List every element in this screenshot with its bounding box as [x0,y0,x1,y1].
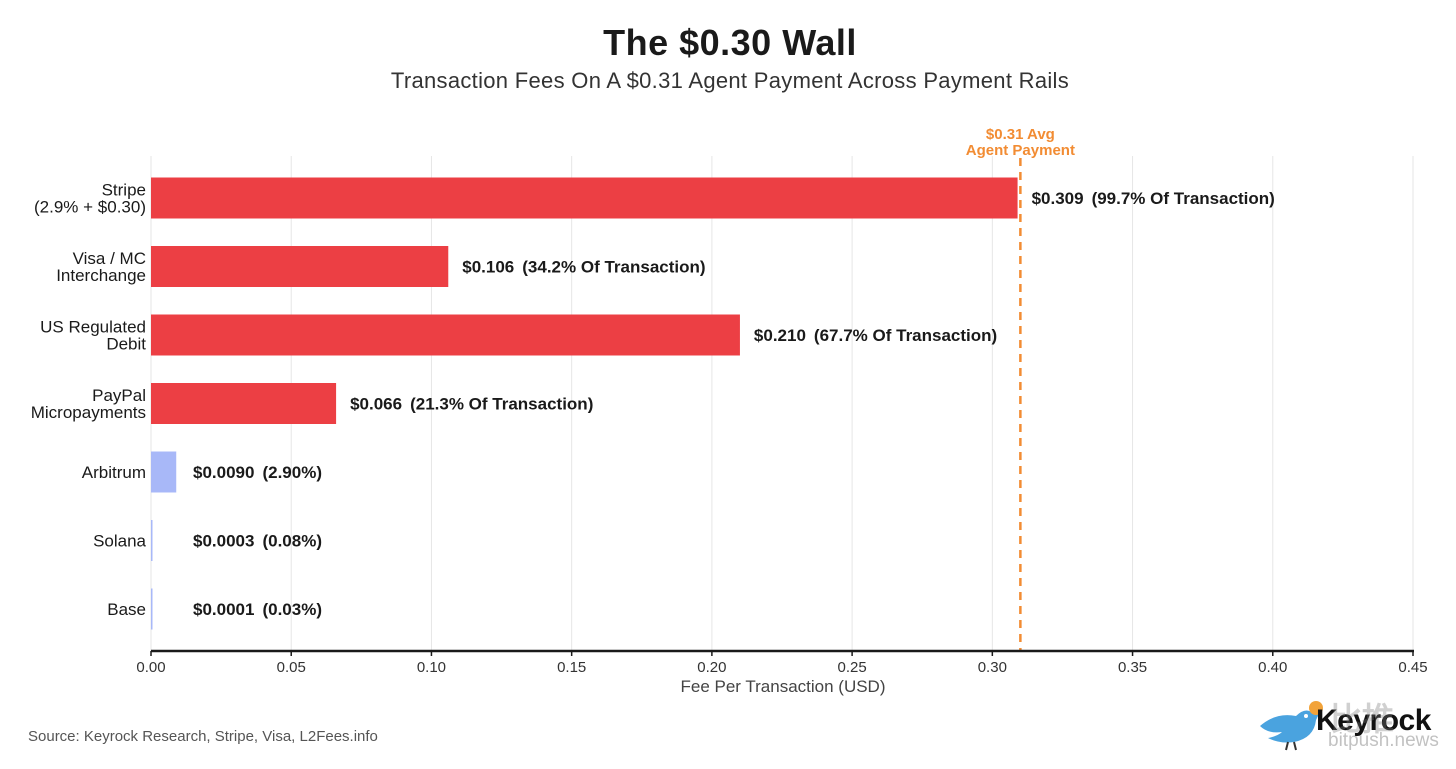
chart-title: The $0.30 Wall [603,22,857,63]
category-label: US Regulated [40,318,146,337]
watermark-site: bitpush.news [1328,730,1439,751]
data-label: $0.0003 (0.08%) [193,532,322,551]
bars [151,177,1018,630]
data-label: $0.210 (67.7% Of Transaction) [754,326,997,345]
bar [151,383,337,424]
data-label-value: $0.0003 [193,532,254,551]
category-label: Base [107,600,146,619]
x-tick-label: 0.20 [697,659,726,676]
data-label: $0.309 (99.7% Of Transaction) [1032,189,1275,208]
watermark-cjk: 比推 [1330,701,1395,737]
data-label-value: $0.066 [350,395,402,414]
data-label: $0.106 (34.2% Of Transaction) [462,258,705,277]
bar [151,246,449,287]
category-label: Solana [93,532,146,551]
bar [151,451,177,493]
data-label-percent: (34.2% Of Transaction) [522,258,705,277]
reference-label-line2: Agent Payment [966,142,1075,159]
category-label: PayPal [92,386,146,405]
reference-label-line1: $0.31 Avg [986,126,1055,143]
category-label: Debit [106,335,146,354]
x-tick-label: 0.05 [277,659,306,676]
x-tick-label: 0.15 [557,659,586,676]
data-label-percent: (0.03%) [262,600,322,619]
data-label: $0.0001 (0.03%) [193,600,322,619]
data-label: $0.066 (21.3% Of Transaction) [350,395,593,414]
x-axis: 0.00 0.05 0.10 0.15 0.20 0.25 0.30 0.35 0.40 0.45… [136,649,1428,696]
data-label-value: $0.0001 [193,600,254,619]
x-tick-label: 0.30 [978,659,1007,676]
brand-name: Keyrock [1316,704,1431,737]
data-label-value: $0.0090 [193,463,254,482]
category-label: Visa / MC [73,249,146,268]
data-label-percent: (67.7% Of Transaction) [814,326,997,345]
bar [151,177,1018,219]
data-label-value: $0.106 [462,258,514,277]
grid-lines [150,156,1414,651]
category-label: Stripe [102,181,146,200]
x-tick-label: 0.00 [136,659,165,676]
data-label-percent: (21.3% Of Transaction) [410,395,593,414]
x-tick-label: 0.10 [417,659,446,676]
data-label-percent: (0.08%) [262,532,322,551]
data-label-percent: (2.90%) [262,463,322,482]
bar [151,520,153,561]
bird-icon [1260,701,1323,751]
bar-labels: Stripe(2.9% + $0.30) $0.309 (99.7% Of Tran… [31,181,1275,620]
x-axis-title: Fee Per Transaction (USD) [680,677,885,696]
x-tick-label: 0.35 [1118,659,1147,676]
x-tick-label: 0.25 [838,659,867,676]
source-note: Source: Keyrock Research, Stripe, Visa, … [28,728,378,745]
category-label: (2.9% + $0.30) [34,198,146,217]
bar [151,314,740,356]
x-tick-label: 0.40 [1258,659,1287,676]
category-label: Interchange [56,266,146,285]
chart-subtitle: Transaction Fees On A $0.31 Agent Paymen… [390,68,1070,93]
category-label: Arbitrum [82,463,146,482]
data-label-percent: (99.7% Of Transaction) [1092,189,1275,208]
bar [151,588,153,630]
data-label: $0.0090 (2.90%) [193,463,322,482]
data-label-value: $0.210 [754,326,806,345]
category-label: Micropayments [31,403,146,422]
x-tick-label: 0.45 [1398,659,1427,676]
data-label-value: $0.309 [1032,189,1084,208]
